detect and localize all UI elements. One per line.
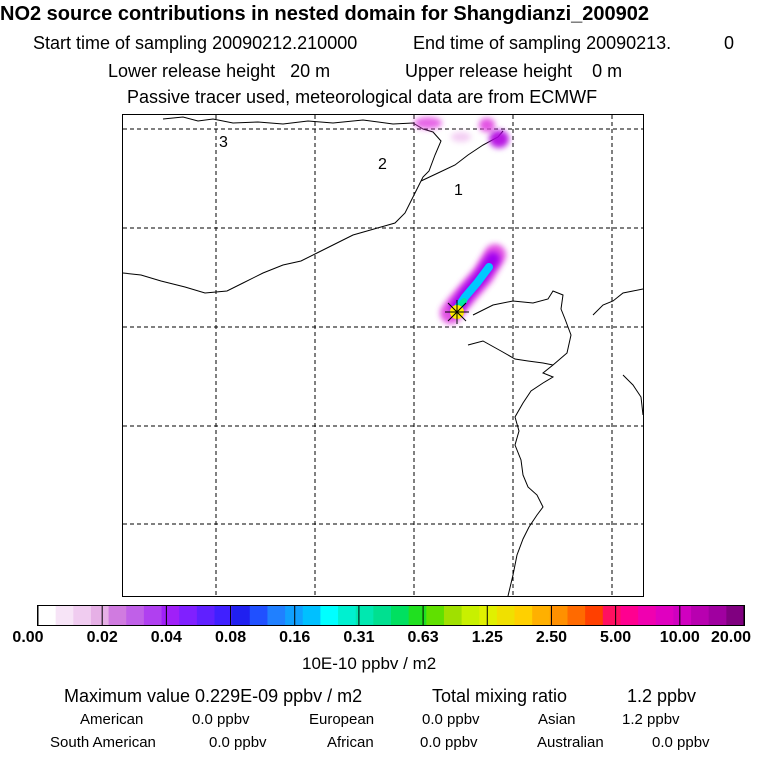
colorbar-swatch xyxy=(320,606,339,625)
grid-lines xyxy=(123,115,643,596)
region-value: 0.0 ppbv xyxy=(652,734,710,751)
colorbar-swatch xyxy=(426,606,445,625)
colorbar-swatch xyxy=(108,606,127,625)
region-name: European xyxy=(309,711,375,728)
colorbar-tick-label: 0.02 xyxy=(86,629,118,646)
region-value: 0.0 ppbv xyxy=(192,711,250,728)
map-canvas: 3 2 1 xyxy=(123,115,643,596)
colorbar-swatch xyxy=(461,606,480,625)
colorbar-swatch xyxy=(726,606,744,625)
colorbar xyxy=(37,605,745,626)
colorbar-swatch xyxy=(391,606,410,625)
colorbar-swatch xyxy=(249,606,268,625)
region-name: Australian xyxy=(537,734,604,751)
colorbar-swatches xyxy=(38,606,744,625)
total-mixing-value: 1.2 ppbv xyxy=(627,686,697,706)
northern-border xyxy=(162,116,442,182)
page-title: NO2 source contributions in nested domai… xyxy=(0,3,650,25)
colorbar-swatch xyxy=(179,606,198,625)
colorbar-swatch xyxy=(532,606,551,625)
colorbar-swatch xyxy=(585,606,604,625)
region-name: African xyxy=(327,734,374,751)
colorbar-swatch xyxy=(267,606,286,625)
region-name: American xyxy=(80,711,144,728)
lower-release-label: Lower release height 20 m xyxy=(108,61,331,81)
plume-north xyxy=(414,117,509,148)
colorbar-swatch xyxy=(496,606,516,625)
colorbar-swatch xyxy=(708,606,727,625)
colorbar-swatch xyxy=(90,606,110,625)
colorbar-tick-label: 0.63 xyxy=(407,629,439,646)
colorbar-tick-label: 20.00 xyxy=(710,629,752,646)
colorbar-swatch xyxy=(655,606,674,625)
total-mixing-label: Total mixing ratio xyxy=(432,686,568,706)
colorbar-swatch xyxy=(214,606,233,625)
map-panel: 3 2 1 xyxy=(122,114,644,597)
region-label-2: 2 xyxy=(378,156,387,173)
region-value: 0.0 ppbv xyxy=(420,734,478,751)
colorbar-swatch xyxy=(443,606,463,625)
colorbar-swatch xyxy=(638,606,657,625)
colorbar-swatch xyxy=(302,606,321,625)
colorbar-swatch xyxy=(161,606,180,625)
inner-border-2 xyxy=(123,180,422,294)
east-coast-2 xyxy=(622,374,643,416)
region-value: 1.2 ppbv xyxy=(622,711,680,728)
colorbar-swatch xyxy=(355,606,374,625)
region-name: Asian xyxy=(538,711,576,728)
end-time-label: End time of sampling 20090213. xyxy=(413,33,672,53)
colorbar-swatch xyxy=(55,606,74,625)
colorbar-tick-label: 2.50 xyxy=(535,629,568,646)
colorbar-swatch xyxy=(126,606,145,625)
colorbar-swatch xyxy=(373,606,392,625)
colorbar-swatch xyxy=(285,606,304,625)
colorbar-swatch xyxy=(620,606,639,625)
colorbar-swatch xyxy=(338,606,357,625)
upper-release-label: Upper release height 0 m xyxy=(405,61,623,81)
colorbar-tick-label: 0.31 xyxy=(343,629,375,646)
east-coast xyxy=(592,288,643,316)
colorbar-tick-label: 0.00 xyxy=(12,629,44,646)
region-value: 0.0 ppbv xyxy=(209,734,267,751)
colorbar-swatch xyxy=(196,606,215,625)
colorbar-tick-label: 0.08 xyxy=(214,629,247,646)
region-label-3: 3 xyxy=(219,134,228,151)
max-value: Maximum value 0.229E-09 ppbv / m2 xyxy=(64,686,363,706)
region-label-1: 1 xyxy=(454,182,463,199)
tracer-note: Passive tracer used, meteorological data… xyxy=(127,87,598,107)
region-name: South American xyxy=(50,734,156,751)
colorbar-swatch xyxy=(691,606,710,625)
peninsula xyxy=(467,340,554,366)
colorbar-swatch xyxy=(567,606,586,625)
colorbar-swatch xyxy=(73,606,92,625)
region-value: 0.0 ppbv xyxy=(422,711,480,728)
source-marker xyxy=(445,300,469,324)
colorbar-swatch xyxy=(602,606,621,625)
colorbar-tick-label: 1.25 xyxy=(471,629,503,646)
colorbar-swatch xyxy=(408,606,427,625)
colorbar-tick-label: 0.16 xyxy=(279,629,311,646)
colorbar-swatch xyxy=(514,606,533,625)
colorbar-swatch xyxy=(673,606,692,625)
end-time-suffix: 0 xyxy=(724,33,735,53)
colorbar-swatch xyxy=(143,606,163,625)
colorbar-tick-label: 0.04 xyxy=(150,629,182,646)
start-time-label: Start time of sampling 20090212.210000 xyxy=(33,33,358,53)
colorbar-tick-label: 10.00 xyxy=(659,629,700,646)
colorbar-unit: 10E-10 ppbv / m2 xyxy=(302,654,437,673)
colorbar-tick-label: 5.00 xyxy=(600,629,632,646)
plume-main xyxy=(440,244,506,324)
colorbar-swatch xyxy=(232,606,251,625)
colorbar-swatch xyxy=(549,606,568,625)
colorbar-swatch xyxy=(38,606,57,625)
colorbar-swatch xyxy=(479,606,498,625)
coastline xyxy=(472,290,572,596)
